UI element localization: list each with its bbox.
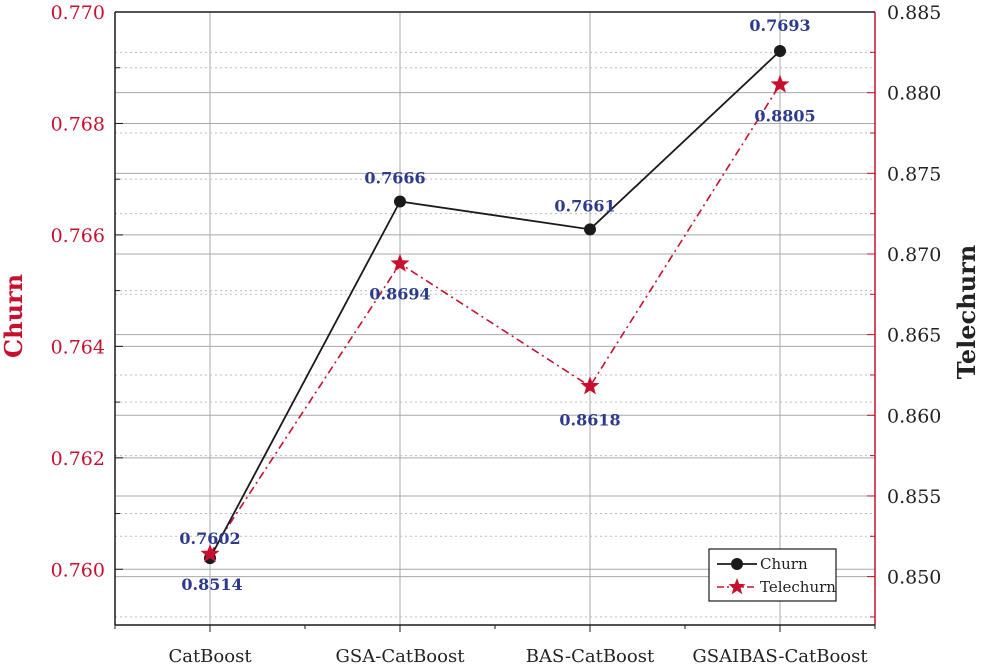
x-tick-label: CatBoost xyxy=(168,646,252,666)
left-tick-label: 0.760 xyxy=(51,559,105,581)
telechurn-data-label: 0.8514 xyxy=(181,575,242,594)
legend-churn-marker xyxy=(731,558,743,570)
telechurn-point-1 xyxy=(390,253,410,272)
left-tick-label: 0.762 xyxy=(51,448,105,470)
legend: Churn Telechurn xyxy=(708,548,837,602)
series-line-telechurn xyxy=(209,84,781,555)
legend-telechurn-marker xyxy=(728,578,746,595)
telechurn-point-3 xyxy=(770,74,790,93)
left-tick-label: 0.770 xyxy=(51,2,105,24)
churn-point-3 xyxy=(774,45,786,58)
data-labels: 0.7602 0.7666 0.7661 0.7693 0.8514 0.8694 0.86… xyxy=(179,16,815,594)
telechurn-data-label: 0.8694 xyxy=(369,285,430,304)
telechurn-point-2 xyxy=(580,376,600,395)
churn-point-2 xyxy=(584,223,596,236)
series xyxy=(200,45,790,565)
x-tick-label: GSA-CatBoost xyxy=(336,646,466,666)
right-tick-label: 0.850 xyxy=(887,567,941,589)
x-tick-label: GSAIBAS-CatBoost xyxy=(692,646,868,666)
churn-data-label: 0.7666 xyxy=(364,168,425,187)
churn-data-label: 0.7693 xyxy=(749,16,810,35)
telechurn-point-0 xyxy=(200,544,220,563)
churn-data-label: 0.7661 xyxy=(554,196,615,215)
right-tick-label: 0.875 xyxy=(887,163,941,185)
churn-point-1 xyxy=(394,195,406,208)
y-axis-left-label: Churn xyxy=(0,274,28,358)
telechurn-data-label: 0.8618 xyxy=(559,410,620,429)
right-tick-label: 0.880 xyxy=(887,83,941,105)
y-axis-right-label: Telechurn xyxy=(952,245,981,379)
left-tick-label: 0.764 xyxy=(51,336,105,358)
right-tick-label: 0.870 xyxy=(887,244,941,266)
churn-data-label: 0.7602 xyxy=(179,529,240,548)
series-line-churn xyxy=(209,50,781,559)
legend-churn-label: Churn xyxy=(760,555,808,573)
right-tick-label: 0.860 xyxy=(887,405,941,427)
x-tick-label: BAS-CatBoost xyxy=(526,646,655,666)
left-tick-label: 0.768 xyxy=(51,113,105,135)
right-tick-label: 0.865 xyxy=(887,325,941,347)
legend-box xyxy=(708,548,837,602)
left-tick-label: 0.766 xyxy=(51,225,105,247)
right-tick-label: 0.885 xyxy=(887,2,941,24)
telechurn-data-label: 0.8805 xyxy=(754,107,815,126)
legend-telechurn-label: Telechurn xyxy=(760,578,836,596)
axes: 0.760 0.762 0.764 0.766 0.768 0.770 0.850 0.855… xyxy=(51,2,942,666)
right-tick-label: 0.855 xyxy=(887,486,941,508)
